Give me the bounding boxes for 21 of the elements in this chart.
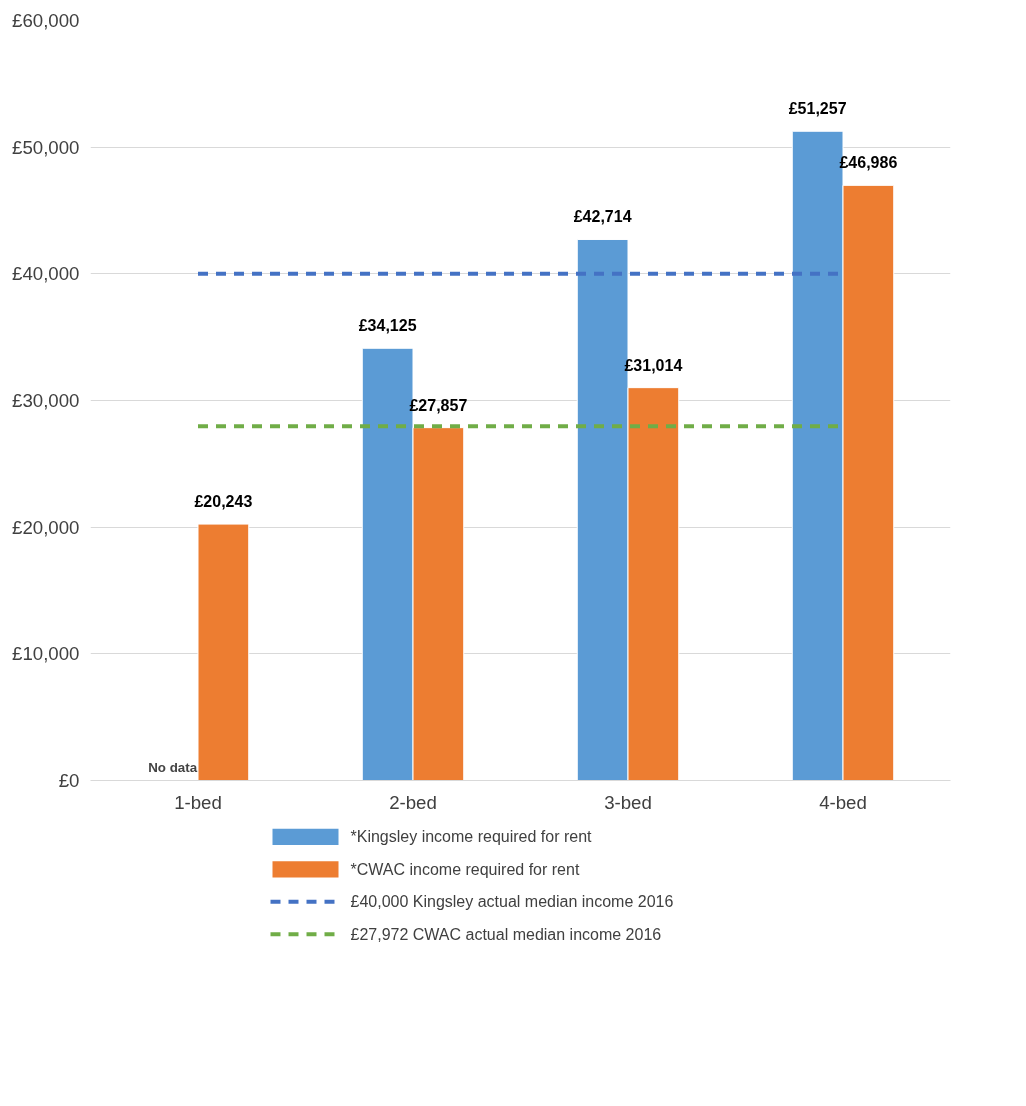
y-tick-label: £10,000 <box>12 643 80 665</box>
data-label: £34,125 <box>358 317 417 335</box>
x-tick-label: 2-bed <box>389 791 437 813</box>
legend-label: £40,000 Kingsley actual median income 2016 <box>350 893 674 911</box>
legend-label: *CWAC income required for rent <box>350 860 580 878</box>
data-label: £42,714 <box>573 208 632 226</box>
data-label: £20,243 <box>194 493 253 511</box>
y-tick-label: £50,000 <box>12 136 80 158</box>
x-tick-label: 3-bed <box>604 791 652 813</box>
y-tick-label: £40,000 <box>12 263 80 285</box>
legend-label: £27,972 CWAC actual median income 2016 <box>350 925 662 943</box>
data-label: £51,257 <box>788 100 847 118</box>
x-tick-label: 1-bed <box>174 791 222 813</box>
x-tick-label: 4-bed <box>819 791 867 813</box>
bar <box>197 523 250 781</box>
annotation: No data <box>148 759 198 775</box>
legend-label: *Kingsley income required for rent <box>350 828 593 846</box>
y-tick-label: £20,000 <box>12 516 80 538</box>
y-tick-label: £60,000 <box>12 10 80 31</box>
y-tick-label: £30,000 <box>12 390 80 411</box>
y-tick-label: £0 <box>58 770 80 791</box>
